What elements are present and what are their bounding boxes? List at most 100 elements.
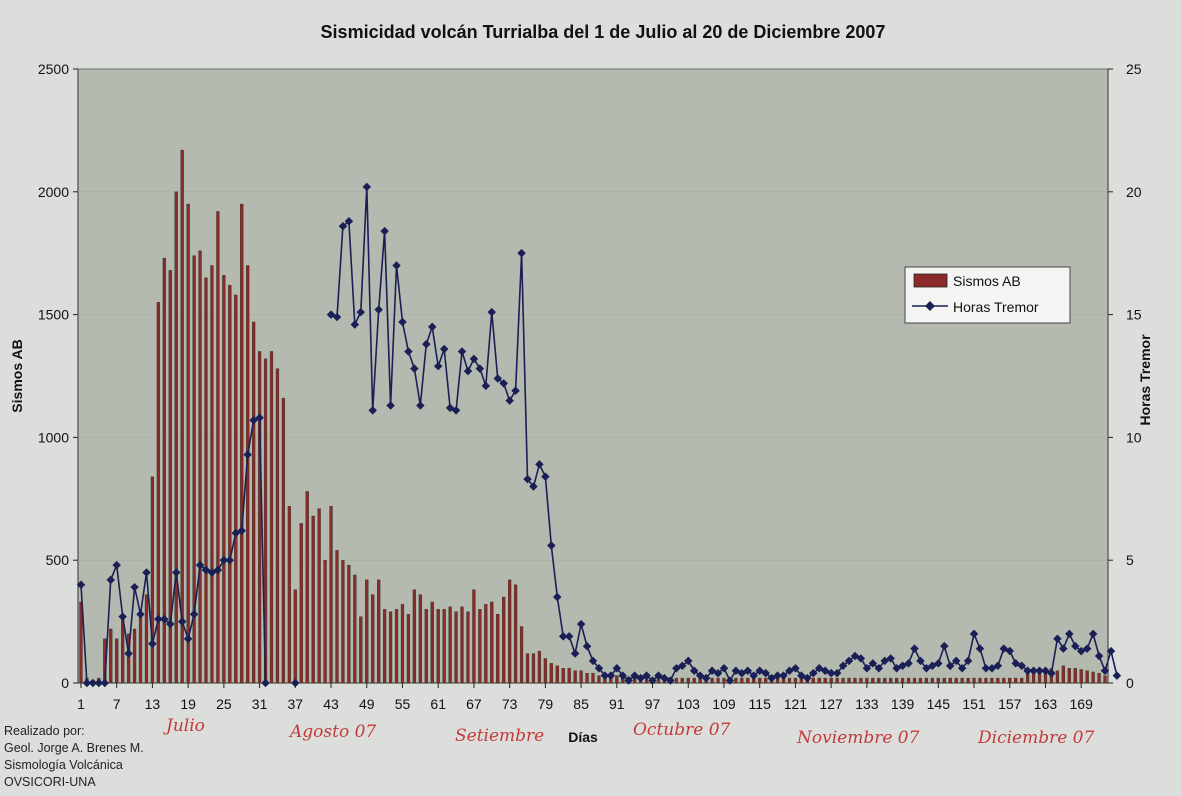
tremor-point <box>261 678 270 688</box>
tremor-point <box>838 661 848 671</box>
tremor-point <box>684 656 693 666</box>
bar <box>1079 669 1083 684</box>
bar <box>716 677 720 684</box>
bar <box>1103 675 1107 684</box>
bar <box>579 670 583 684</box>
tremor-point <box>749 671 758 680</box>
bar <box>966 677 970 684</box>
bar <box>150 476 155 684</box>
tremor-point <box>171 568 181 577</box>
tremor-point <box>743 666 753 675</box>
bar <box>519 626 524 684</box>
bar <box>918 677 923 684</box>
bar <box>930 677 934 684</box>
bar <box>293 589 297 684</box>
bar <box>388 611 393 684</box>
bar <box>1008 677 1012 684</box>
bar <box>895 677 899 684</box>
bar <box>525 653 530 684</box>
bar <box>972 677 976 684</box>
legend-label-sismos: Sismos AB <box>953 273 1021 289</box>
x-tick-label: 169 <box>1070 696 1094 712</box>
tremor-point <box>1094 651 1104 661</box>
x-tick-label: 133 <box>855 696 879 712</box>
bar <box>1085 670 1089 684</box>
tremor-point <box>701 673 711 683</box>
tremor-point <box>398 317 407 327</box>
bar <box>877 677 881 684</box>
bar <box>442 609 446 684</box>
bar <box>591 672 595 684</box>
left-axis-title: Sismos AB <box>9 339 25 412</box>
bar <box>948 677 952 684</box>
bar <box>454 611 458 684</box>
bar <box>216 211 220 684</box>
bar <box>126 633 131 684</box>
tremor-point <box>154 614 163 624</box>
tremor-point <box>791 664 800 673</box>
bar <box>377 579 381 684</box>
tremor-point <box>195 560 205 570</box>
tremor-point <box>963 656 973 666</box>
x-tick-label: 37 <box>288 696 304 712</box>
x-tick-label: 127 <box>819 696 843 712</box>
tremor-point <box>904 659 913 668</box>
tremor-point <box>469 354 479 364</box>
credit-line-3: Sismología Volcánica <box>4 758 123 772</box>
right-tick-label: 0 <box>1126 675 1134 691</box>
bar <box>883 677 887 684</box>
tremor-point <box>374 305 383 314</box>
right-tick-label: 15 <box>1126 307 1142 323</box>
bar <box>865 677 869 684</box>
bar <box>382 609 387 684</box>
bar <box>996 677 1000 684</box>
bar <box>121 618 125 684</box>
bar <box>138 614 143 684</box>
bar <box>365 579 369 684</box>
bar <box>585 672 589 684</box>
bar <box>329 505 333 684</box>
x-tick-label: 121 <box>784 696 808 712</box>
bar <box>168 270 172 684</box>
left-tick-label: 1000 <box>38 429 69 445</box>
tremor-point <box>118 612 127 621</box>
tremor-point <box>642 671 651 680</box>
x-tick-label: 55 <box>395 696 411 712</box>
bar <box>823 677 827 684</box>
tremor-point <box>1029 666 1038 675</box>
legend-bar-swatch <box>913 273 948 288</box>
tremor-point <box>243 450 252 459</box>
tremor-point <box>160 614 169 624</box>
tremor-point <box>719 664 729 673</box>
annotation-noviembre: Noviembre 07 <box>797 728 920 748</box>
bar <box>144 594 149 684</box>
bar <box>555 665 559 684</box>
tremor-point <box>487 307 497 317</box>
tremor-point <box>773 671 782 680</box>
x-tick-label: 97 <box>645 696 661 712</box>
right-axis-title: Horas Tremor <box>1137 334 1153 426</box>
tremor-point <box>433 361 443 371</box>
bar <box>1067 668 1071 684</box>
x-tick-label: 49 <box>359 696 375 712</box>
bar <box>508 579 512 684</box>
tremor-point <box>951 656 961 666</box>
legend-label-tremor: Horas Tremor <box>953 299 1039 315</box>
x-tick-label: 1 <box>77 696 85 712</box>
left-tick-label: 0 <box>61 675 69 691</box>
bar <box>162 257 166 684</box>
tremor-point <box>713 668 723 678</box>
bar <box>228 284 232 684</box>
tremor-point <box>553 592 562 602</box>
credit-line-2: Geol. Jorge A. Brenes M. <box>4 741 144 755</box>
x-tick-label: 7 <box>113 696 121 712</box>
bar <box>871 677 875 684</box>
bar <box>912 677 917 684</box>
left-tick-label: 1500 <box>38 307 69 323</box>
bar <box>234 294 238 684</box>
tremor-point <box>886 654 895 663</box>
tremor-point <box>570 649 580 658</box>
credit-line-1: Realizado por: <box>4 724 85 738</box>
bar <box>1014 677 1018 684</box>
